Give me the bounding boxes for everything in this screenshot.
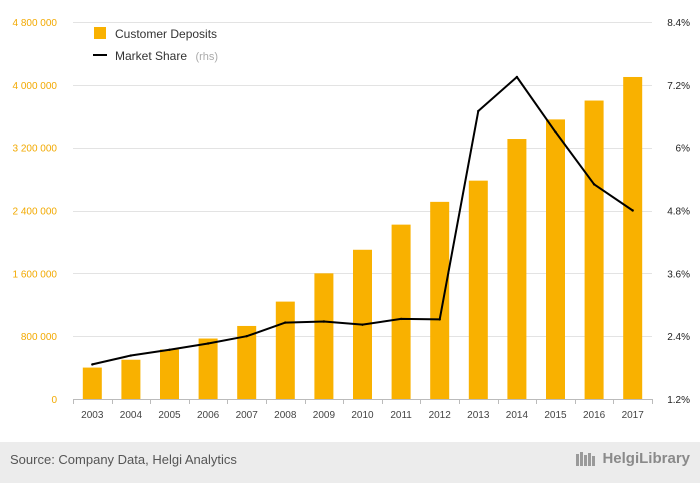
y-left-tick-label: 4 800 000 (13, 18, 58, 29)
x-tick-label: 2003 (81, 410, 104, 421)
x-tick-label: 2011 (390, 410, 412, 421)
x-tick-label: 2017 (622, 410, 645, 421)
library-icon (576, 451, 596, 466)
legend-swatch-customer-deposits (94, 27, 106, 39)
y-left-tick-label: 4 000 000 (13, 81, 58, 92)
y-right-tick-label: 6% (676, 144, 691, 155)
point-market-share-2010 (361, 323, 364, 326)
y-right-tick-label: 8.4% (667, 18, 690, 29)
x-tick-label: 2016 (583, 410, 606, 421)
bar-customer-deposits-2011 (391, 224, 411, 399)
legend-label-market-share: Market Share (115, 49, 187, 63)
legend-label-customer-deposits: Customer Deposits (115, 27, 217, 41)
point-market-share-2003 (91, 363, 94, 366)
point-market-share-2006 (206, 342, 210, 345)
right-axis: 1.2% 2.4% 3.6% 4.8% 6% 7.2% 8.4% (667, 18, 690, 406)
bar-customer-deposits-2005 (160, 349, 179, 399)
bar-customer-deposits-2004 (121, 359, 141, 399)
chart-svg: 0 800 000 1 600 000 2 400 000 3 200 000 4 000… (13, 18, 691, 421)
x-tick-label: 2006 (197, 410, 220, 421)
point-market-share-2017 (631, 209, 634, 212)
point-market-share-2007 (245, 334, 248, 338)
y-right-tick-label: 2.4% (667, 332, 690, 343)
point-market-share-2008 (284, 321, 287, 324)
bar-customer-deposits-2003 (82, 367, 102, 399)
y-left-tick-label: 0 (51, 395, 57, 406)
x-tick-label: 2013 (467, 410, 490, 421)
point-market-share-2009 (322, 320, 326, 323)
bar-customer-deposits-2006 (198, 338, 218, 399)
x-tick-label: 2010 (351, 410, 374, 421)
bar-customer-deposits-2015 (546, 119, 565, 400)
y-left-tick-label: 2 400 000 (13, 207, 58, 218)
point-market-share-2013 (477, 109, 480, 113)
legend-label-rhs: (rhs) (195, 51, 218, 63)
bar-customer-deposits-2008 (275, 301, 295, 399)
y-left-tick-label: 1 600 000 (13, 269, 58, 280)
x-tick-label: 2004 (120, 410, 143, 421)
line-layer (91, 75, 634, 366)
bar-customer-deposits-2014 (507, 139, 527, 399)
y-right-tick-label: 1.2% (667, 395, 690, 406)
x-tick-label: 2014 (506, 410, 529, 421)
y-right-tick-label: 4.8% (667, 207, 690, 218)
legend-label-market-share-group: Market Share (rhs) (115, 47, 218, 64)
point-market-share-2004 (129, 354, 133, 357)
bar-customer-deposits-2012 (430, 201, 450, 399)
brand-name: HelgiLibrary (602, 450, 690, 467)
x-tick-label: 2007 (236, 410, 259, 421)
y-left-tick-label: 3 200 000 (13, 144, 58, 155)
x-tick-label: 2009 (313, 410, 336, 421)
bar-customer-deposits-2007 (237, 325, 257, 399)
bar-customer-deposits-2009 (314, 273, 334, 399)
legend: Customer Deposits Market Share (rhs) (93, 27, 218, 64)
point-market-share-2015 (554, 130, 557, 134)
x-tick-label: 2015 (544, 410, 567, 421)
bar-customer-deposits-2017 (623, 76, 643, 400)
point-market-share-2005 (168, 348, 171, 351)
bar-customer-deposits-2013 (468, 180, 488, 399)
left-axis: 0 800 000 1 600 000 2 400 000 3 200 000 4 000… (13, 18, 58, 406)
footer: Source: Company Data, Helgi Analytics He… (0, 442, 700, 483)
bar-customer-deposits-2016 (584, 100, 604, 400)
x-tick-label: 2008 (274, 410, 297, 421)
bars-layer (82, 76, 643, 400)
point-market-share-2012 (438, 318, 441, 321)
grid-layer (73, 22, 653, 404)
brand-logo[interactable]: HelgiLibrary (575, 450, 690, 467)
x-axis: 2003 2004 2005 2006 2007 2008 2009 2010 2011 2012… (81, 410, 644, 421)
point-market-share-2016 (592, 183, 596, 186)
x-tick-label: 2005 (158, 410, 181, 421)
x-tick-label: 2012 (429, 410, 452, 421)
point-market-share-2014 (515, 75, 519, 79)
y-left-tick-label: 800 000 (21, 332, 58, 343)
y-right-tick-label: 7.2% (667, 81, 690, 92)
y-right-tick-label: 3.6% (667, 269, 690, 280)
point-market-share-2011 (399, 317, 403, 321)
source-text: Source: Company Data, Helgi Analytics (10, 452, 237, 467)
